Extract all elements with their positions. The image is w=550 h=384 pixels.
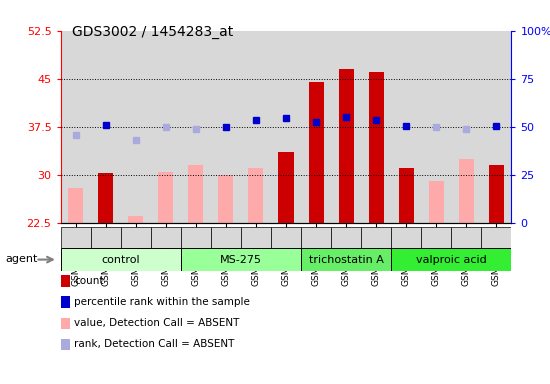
Bar (399, 168, 414, 223)
Bar (361, 227, 391, 248)
Text: rank, Detection Call = ABSENT: rank, Detection Call = ABSENT (74, 339, 235, 349)
Bar (120, 227, 151, 248)
Bar (368, 72, 384, 223)
Bar (151, 227, 181, 248)
Bar (211, 227, 241, 248)
Bar (301, 227, 331, 248)
Text: count: count (74, 276, 104, 286)
Text: value, Detection Call = ABSENT: value, Detection Call = ABSENT (74, 318, 240, 328)
Bar (489, 165, 504, 223)
Bar (181, 248, 301, 271)
Bar (241, 227, 271, 248)
Bar (60, 248, 181, 271)
Bar (391, 248, 512, 271)
Bar (91, 227, 120, 248)
Text: MS-275: MS-275 (220, 255, 262, 265)
Bar (452, 227, 481, 248)
Bar (158, 172, 173, 223)
Bar (339, 69, 354, 223)
Bar (481, 227, 512, 248)
Text: agent: agent (6, 254, 38, 264)
Bar (271, 227, 301, 248)
Bar (429, 181, 444, 223)
Bar (218, 175, 233, 223)
Bar (301, 248, 391, 271)
Bar (128, 216, 143, 223)
Bar (278, 152, 294, 223)
Text: percentile rank within the sample: percentile rank within the sample (74, 297, 250, 307)
Text: valproic acid: valproic acid (416, 255, 487, 265)
Text: control: control (101, 255, 140, 265)
Bar (309, 82, 323, 223)
Text: trichostatin A: trichostatin A (309, 255, 383, 265)
Bar (188, 165, 204, 223)
Text: GDS3002 / 1454283_at: GDS3002 / 1454283_at (72, 25, 233, 39)
Bar (60, 227, 91, 248)
Bar (391, 227, 421, 248)
Bar (98, 173, 113, 223)
Bar (249, 168, 263, 223)
Bar (459, 159, 474, 223)
Bar (421, 227, 452, 248)
Bar (181, 227, 211, 248)
Bar (331, 227, 361, 248)
Bar (68, 187, 83, 223)
